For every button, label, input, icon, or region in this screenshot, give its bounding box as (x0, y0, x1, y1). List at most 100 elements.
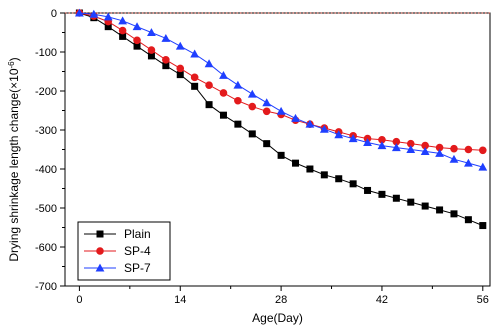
data-point (262, 98, 272, 107)
data-point (406, 139, 415, 148)
data-point (119, 32, 127, 40)
data-point (276, 106, 286, 115)
data-point (436, 206, 444, 214)
legend-marker (96, 247, 104, 255)
data-point (464, 216, 472, 224)
data-point (420, 147, 430, 155)
data-point (334, 130, 344, 139)
data-point (234, 96, 242, 105)
data-point (219, 111, 227, 119)
x-tick-label: 56 (477, 294, 489, 306)
x-tick-label: 42 (376, 294, 388, 306)
data-point (133, 42, 141, 50)
data-point (89, 9, 99, 18)
data-point (464, 145, 473, 154)
data-point (305, 119, 315, 128)
data-point (292, 159, 300, 167)
data-point (162, 62, 170, 70)
legend: Plain SP-4 SP-7 (77, 221, 171, 281)
legend-label: SP-4 (124, 244, 151, 258)
y-tick-label: -600 (35, 242, 57, 254)
data-point (204, 59, 214, 68)
data-point (349, 180, 357, 188)
data-point (176, 71, 184, 79)
y-axis-title-close: ) (7, 57, 21, 61)
data-point (190, 49, 200, 58)
data-point (335, 175, 343, 183)
data-point (277, 151, 285, 159)
x-axis-ticks: 0 14 28 42 56 (76, 286, 489, 306)
legend-entry: SP-4 (84, 244, 151, 258)
data-point (378, 190, 386, 198)
x-tick-label: 0 (76, 294, 82, 306)
data-point (176, 64, 185, 73)
data-point (147, 28, 156, 37)
data-point (247, 89, 257, 98)
data-point (175, 41, 185, 50)
series-sp-4 (75, 9, 487, 155)
data-point (248, 102, 257, 111)
series-line (79, 12, 483, 151)
data-point (147, 46, 156, 54)
data-point (391, 143, 401, 152)
y-axis-title-main: Drying shrinkage length change(×10 (7, 68, 21, 261)
legend-entry: Plain (84, 227, 151, 241)
series-layer (75, 8, 488, 230)
data-point (435, 149, 444, 157)
x-tick-label: 14 (174, 294, 186, 306)
data-point (233, 80, 243, 89)
data-point (449, 154, 459, 163)
series-plain (75, 9, 487, 230)
data-point (463, 158, 473, 167)
data-point (479, 222, 487, 230)
data-point (450, 144, 458, 153)
data-point (378, 135, 386, 144)
y-tick-label: 0 (51, 8, 57, 20)
y-tick-label: -400 (35, 164, 57, 176)
data-point (306, 165, 314, 173)
data-point (435, 143, 444, 152)
data-point (364, 186, 372, 194)
data-point (190, 73, 199, 82)
data-point (392, 137, 401, 146)
data-point (75, 8, 84, 17)
data-point (363, 138, 372, 146)
data-point (392, 194, 400, 202)
legend-entry: SP-7 (84, 261, 151, 275)
data-point (478, 162, 488, 171)
data-point (118, 26, 127, 35)
data-point (219, 89, 228, 97)
data-point (103, 12, 113, 21)
data-point (147, 52, 155, 60)
legend-marker (96, 230, 104, 238)
data-point (450, 210, 458, 218)
data-point (205, 81, 213, 89)
data-point (291, 113, 300, 122)
data-point (234, 120, 242, 128)
data-point (319, 124, 329, 133)
legend-label: SP-7 (124, 261, 151, 275)
data-point (133, 36, 141, 45)
legend-label: Plain (124, 227, 151, 241)
data-point (406, 145, 416, 154)
y-tick-label: -300 (35, 125, 57, 137)
data-point (118, 16, 128, 25)
y-tick-label: -100 (35, 47, 57, 59)
legend-marker (95, 263, 105, 272)
y-axis-title: Drying shrinkage length change(×10-6) (7, 57, 22, 261)
series-sp-7 (75, 8, 488, 171)
x-tick-label: 28 (275, 294, 287, 306)
data-point (248, 130, 256, 138)
y-tick-label: -500 (35, 203, 57, 215)
x-axis-title: Age(Day) (252, 311, 303, 325)
data-point (205, 101, 213, 109)
y-tick-label: -200 (35, 86, 57, 98)
data-point (104, 23, 112, 31)
data-point (348, 134, 358, 143)
data-point (132, 22, 142, 31)
data-point (478, 146, 487, 155)
data-point (219, 71, 228, 79)
data-point (263, 140, 271, 148)
data-point (161, 33, 171, 42)
